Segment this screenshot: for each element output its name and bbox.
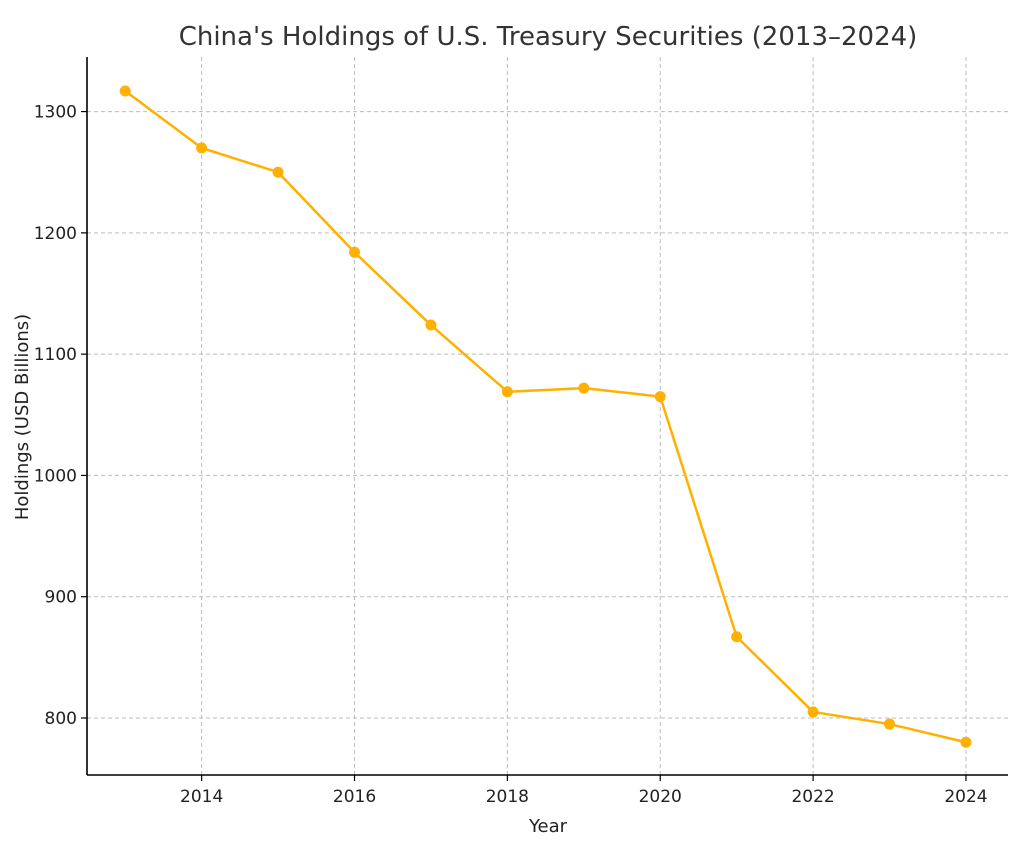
y-tick-label: 1000 [34, 466, 77, 486]
axes [86, 57, 1008, 776]
chart-title: China's Holdings of U.S. Treasury Securi… [179, 22, 918, 52]
series [119, 85, 972, 748]
y-tick-label: 1200 [34, 224, 77, 244]
data-point [119, 85, 131, 97]
x-tick-label: 2024 [944, 787, 987, 807]
data-point [349, 246, 361, 258]
y-tick-label: 1100 [34, 345, 77, 365]
data-point [960, 736, 972, 748]
data-point [884, 718, 896, 730]
grid [87, 57, 1008, 775]
data-point [196, 142, 208, 154]
data-point [731, 631, 743, 643]
x-tick-label: 2016 [333, 787, 376, 807]
data-point [654, 391, 666, 403]
data-point [578, 382, 590, 394]
y-tick-label: 1300 [34, 103, 77, 123]
data-point [272, 166, 284, 178]
x-tick-label: 2018 [486, 787, 529, 807]
ticks: 2014 2016 2018 2020 2022 2024 800 900 1000 1100 12… [34, 103, 988, 807]
y-tick-label: 900 [45, 588, 77, 608]
x-tick-label: 2022 [791, 787, 834, 807]
y-axis-label: Holdings (USD Billions) [12, 314, 33, 520]
x-axis-label: Year [528, 816, 568, 837]
x-tick-label: 2014 [180, 787, 223, 807]
series-line [123, 89, 968, 744]
data-point [425, 319, 437, 331]
data-point [807, 706, 819, 718]
x-tick-label: 2020 [639, 787, 682, 807]
y-tick-label: 800 [45, 709, 77, 729]
data-point [501, 386, 513, 398]
